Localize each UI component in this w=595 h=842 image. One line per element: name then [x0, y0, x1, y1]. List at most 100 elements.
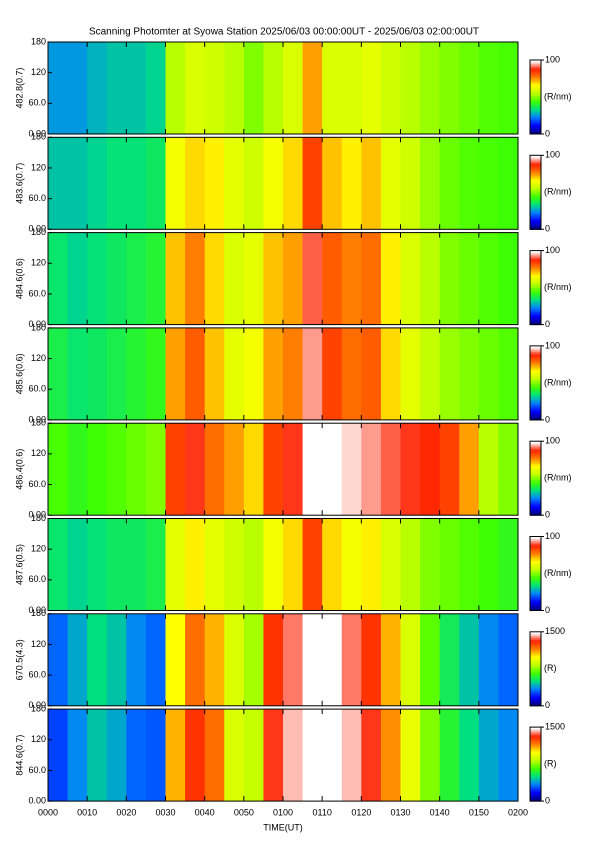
colorbar-segment [530, 65, 541, 68]
y-tick-label: 60.0 [28, 288, 46, 298]
intensity-cell [165, 423, 186, 516]
colorbar-segment [530, 450, 541, 453]
colorbar-segment [530, 603, 541, 606]
intensity-cell [322, 518, 343, 611]
colorbar-segment [530, 556, 541, 560]
intensity-cell [439, 42, 460, 134]
intensity-cell [439, 232, 460, 325]
colorbar-segment [530, 575, 541, 578]
colorbar-segment [530, 89, 541, 92]
colorbar-segment [530, 487, 541, 490]
intensity-cell [283, 327, 304, 420]
colorbar-segment [530, 388, 541, 391]
intensity-cell [341, 518, 362, 611]
intensity-cell [302, 518, 323, 611]
colorbar-segment [530, 467, 541, 470]
colorbar-segment [530, 157, 541, 160]
intensity-cell [478, 423, 499, 516]
colorbar-segment [530, 283, 541, 287]
panel-label: 486.4(0.6) [14, 449, 24, 490]
intensity-cell [302, 327, 323, 420]
colorbar-segment [530, 655, 541, 659]
intensity-cell [87, 613, 108, 706]
colorbar-segment [530, 791, 541, 795]
colorbar-segment [530, 727, 541, 730]
y-tick-label: 60.0 [28, 479, 46, 489]
colorbar-segment [530, 793, 541, 797]
intensity-cell [185, 137, 206, 230]
colorbar-segment [530, 740, 541, 743]
colorbar-tick-label: 0 [545, 128, 550, 138]
x-tick-label: 0200 [508, 807, 528, 817]
intensity-cell [459, 137, 480, 230]
colorbar-segment [530, 349, 541, 352]
y-tick-label: 0.00 [28, 795, 46, 805]
colorbar-segment [530, 72, 541, 76]
panel-label: 482.8(0.7) [14, 67, 24, 108]
colorbar-segment [530, 408, 541, 412]
y-tick-label: 0.00 [28, 700, 46, 710]
intensity-cell [204, 232, 225, 325]
colorbar-segment [530, 566, 541, 569]
colorbar-segment [530, 207, 541, 210]
colorbar-segment [530, 454, 541, 457]
colorbar-segment [530, 353, 541, 356]
intensity-cell [204, 423, 225, 516]
intensity-cell [224, 423, 245, 516]
colorbar-segment [530, 736, 541, 739]
colorbar-segment [530, 171, 541, 175]
colorbar-segment [530, 60, 541, 63]
colorbar-segment [530, 414, 541, 417]
x-tick-label: 0040 [195, 807, 215, 817]
intensity-cell [322, 42, 343, 134]
colorbar-segment [530, 493, 541, 496]
colorbar-segment [530, 160, 541, 164]
colorbar-segment [530, 641, 541, 644]
colorbar-segment [530, 177, 541, 180]
colorbar-segment [530, 644, 541, 648]
colorbar-segment [530, 760, 541, 763]
intensity-cell [400, 423, 421, 516]
intensity-cell [67, 518, 88, 611]
intensity-cell [243, 613, 264, 706]
intensity-cell [420, 423, 441, 516]
intensity-cell [204, 518, 225, 611]
intensity-cell [87, 232, 108, 325]
colorbar-segment [530, 795, 541, 798]
colorbar-segment [530, 164, 541, 167]
intensity-cell [243, 423, 264, 516]
panel-label: 483.6(0.7) [14, 163, 24, 204]
colorbar-segment [530, 659, 541, 662]
colorbar-segment [530, 390, 541, 393]
colorbar-segment [530, 696, 541, 699]
colorbar-unit: (R/nm) [544, 187, 572, 197]
colorbar-segment [530, 252, 541, 255]
intensity-cell [400, 137, 421, 230]
colorbar-segment [530, 111, 541, 115]
intensity-cell [204, 613, 225, 706]
intensity-cell [87, 42, 108, 134]
intensity-cell [439, 613, 460, 706]
intensity-cell [145, 137, 166, 230]
intensity-cell [48, 232, 69, 325]
intensity-cell [380, 232, 401, 325]
colorbar-segment [530, 500, 541, 503]
colorbar-segment [530, 322, 541, 326]
intensity-cell [204, 137, 225, 230]
intensity-cell [243, 137, 264, 230]
x-tick-label: 0120 [351, 807, 371, 817]
colorbar-segment [530, 278, 541, 281]
colorbar-segment [530, 280, 541, 283]
colorbar-segment [530, 764, 541, 767]
colorbar-segment [530, 553, 541, 556]
colorbar-segment [530, 448, 541, 451]
colorbar-segment [530, 76, 541, 79]
y-tick-label: 0.00 [28, 510, 46, 520]
y-tick-label: 120 [31, 162, 46, 172]
intensity-cell [263, 709, 284, 802]
intensity-cell [420, 709, 441, 802]
intensity-cell [165, 613, 186, 706]
intensity-cell [67, 42, 88, 134]
intensity-cell [48, 423, 69, 516]
colorbar-segment [530, 97, 541, 100]
